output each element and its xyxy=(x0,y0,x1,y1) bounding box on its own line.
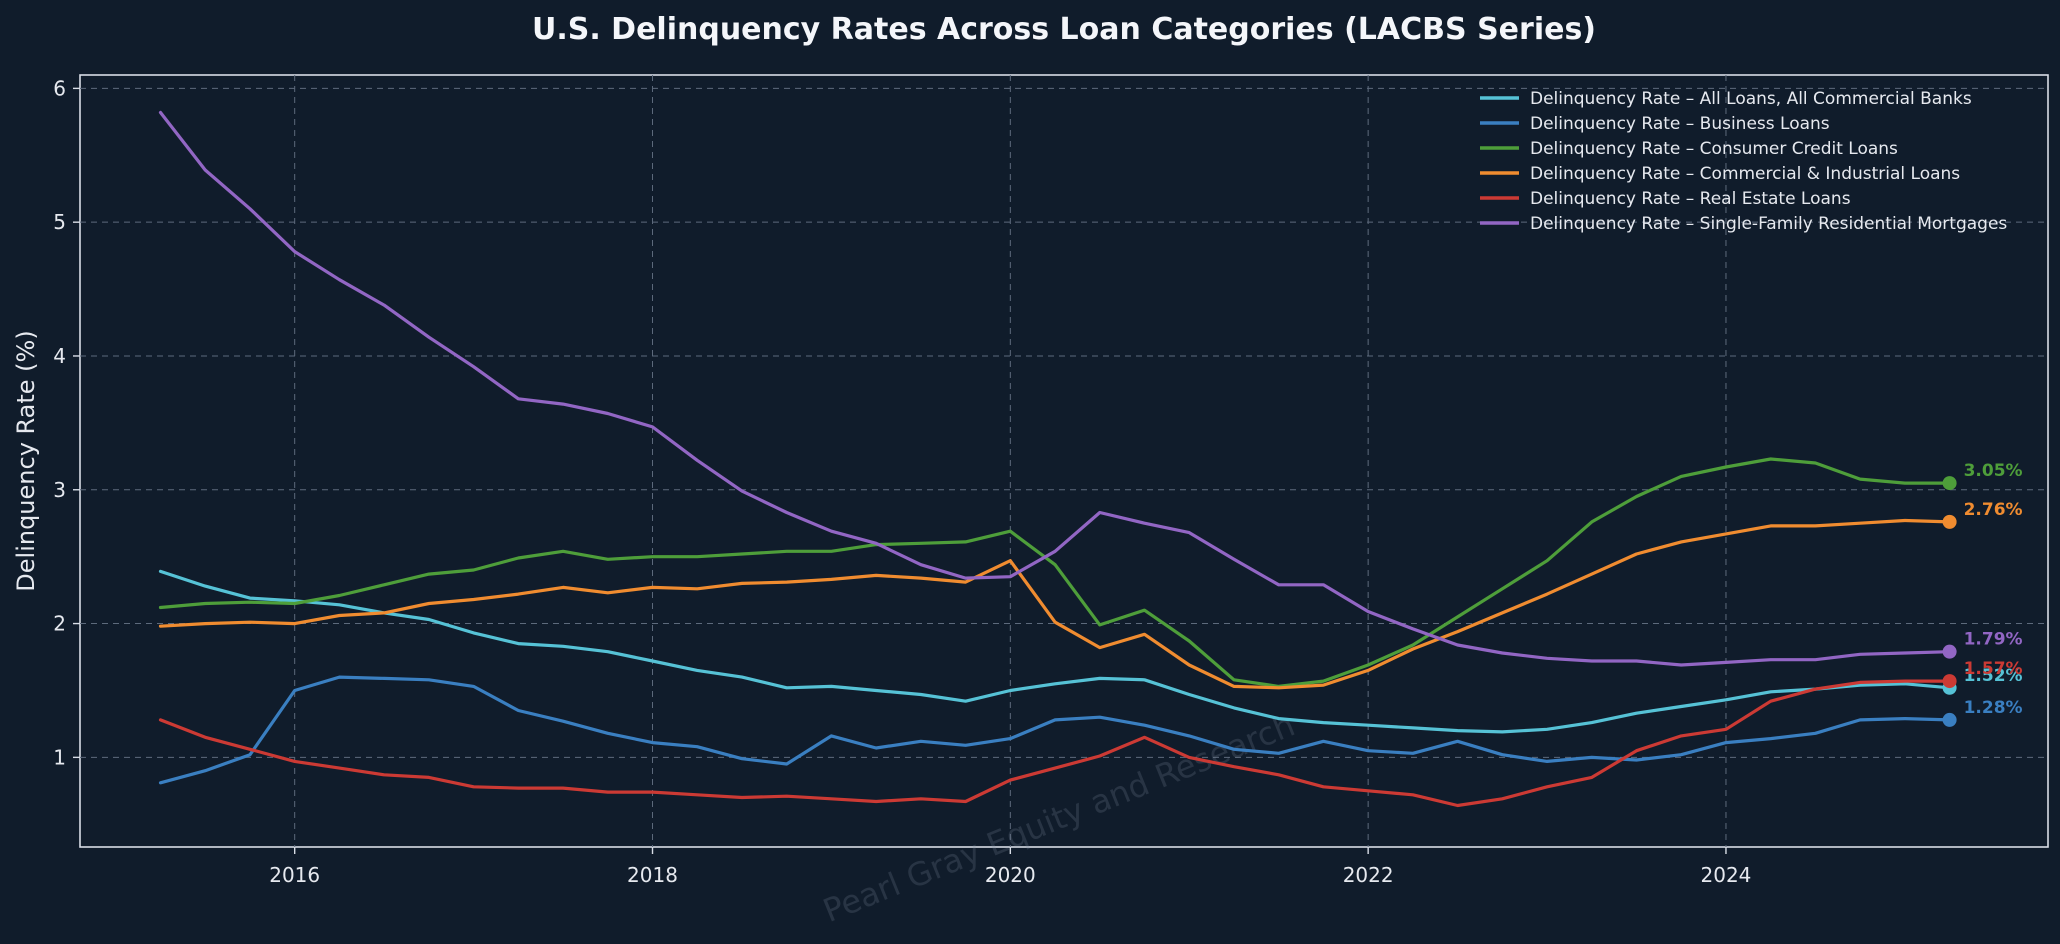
series-end-label: 1.28% xyxy=(1964,698,2023,718)
series-end-marker xyxy=(1942,712,1957,727)
x-tick-label: 2024 xyxy=(1701,863,1752,887)
series-line xyxy=(158,675,1952,785)
axis-ticks: 2016 2018 2020 2022 2024 1 2 3 4 5 6 xyxy=(53,76,1751,887)
series-line xyxy=(158,110,1952,667)
y-axis-label: Delinquency Rate (%) xyxy=(12,330,40,591)
y-tick-label: 2 xyxy=(53,612,66,636)
end-labels: 1.52% 1.28% 3.05% 2.76% 1.57% 1.79% xyxy=(1942,461,2023,727)
series-end-marker xyxy=(1942,514,1957,529)
legend-label: Delinquency Rate – Real Estate Loans xyxy=(1530,189,1851,209)
series-end-label: 2.76% xyxy=(1964,500,2023,520)
chart-title: U.S. Delinquency Rates Across Loan Categ… xyxy=(532,12,1596,47)
series-end-label: 1.52% xyxy=(1964,666,2023,686)
x-tick-label: 2020 xyxy=(985,863,1036,887)
x-tick-label: 2016 xyxy=(269,863,320,887)
y-tick-label: 5 xyxy=(53,210,66,234)
series-end-marker xyxy=(1942,476,1957,491)
series-end-label: 1.57% xyxy=(1964,659,2023,679)
grid xyxy=(80,75,2048,847)
series-end-label: 1.79% xyxy=(1964,630,2023,650)
x-tick-label: 2022 xyxy=(1343,863,1394,887)
series-end-marker xyxy=(1942,674,1957,689)
y-tick-label: 6 xyxy=(53,76,66,100)
series-line xyxy=(158,679,1952,808)
series-line xyxy=(158,518,1952,690)
series-end-label: 3.05% xyxy=(1964,461,2023,481)
series-line xyxy=(158,569,1952,734)
legend-label: Delinquency Rate – Business Loans xyxy=(1530,114,1830,134)
legend-label: Delinquency Rate – All Loans, All Commer… xyxy=(1530,89,1972,109)
legend-label: Delinquency Rate – Consumer Credit Loans xyxy=(1530,139,1898,159)
y-tick-label: 3 xyxy=(53,478,66,502)
plot-area xyxy=(79,74,2049,848)
y-tick-label: 1 xyxy=(53,745,66,769)
legend-label: Delinquency Rate – Single-Family Residen… xyxy=(1530,214,2007,234)
series xyxy=(158,110,1952,808)
series-end-marker xyxy=(1942,644,1957,659)
x-tick-label: 2018 xyxy=(627,863,678,887)
legend: Delinquency Rate – All Loans, All Commer… xyxy=(1480,89,2007,234)
series-line xyxy=(158,457,1952,689)
legend-label: Delinquency Rate – Commercial & Industri… xyxy=(1530,164,1960,184)
y-tick-label: 4 xyxy=(53,344,66,368)
